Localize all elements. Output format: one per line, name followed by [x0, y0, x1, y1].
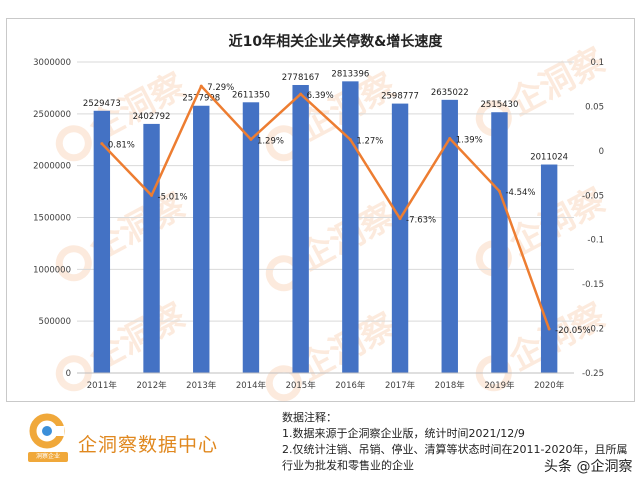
line-value-label: 1.29% [257, 136, 284, 146]
line-value-label: 1.27% [356, 137, 383, 147]
data-notes: 数据注释： 1.数据来源于企洞察企业版，统计时间2021/12/9 2.仅统计注… [282, 410, 627, 474]
y-right-tick-label: 0.05 [585, 102, 604, 112]
line-value-label: -20.05% [555, 326, 590, 336]
line-point [249, 137, 253, 141]
bar [143, 123, 160, 374]
bar [193, 105, 210, 373]
chart-svg: 近10年相关企业关停数&增长速度 0 500000 1000000 1500000 200… [33, 33, 604, 391]
y-left-tick-label: 500000 [39, 317, 71, 327]
bar [491, 112, 508, 373]
x-tick-label: 2015年 [286, 380, 317, 391]
y-right-tick-label: 0 [599, 147, 604, 157]
x-tick-label: 2020年 [534, 380, 565, 391]
bar [93, 110, 111, 374]
footer: 洞察企业 企洞察数据中心 数据注释： 1.数据来源于企洞察企业版，统计时间202… [0, 404, 640, 484]
author-credit: 头条 @企洞察 [544, 459, 633, 475]
bar-value-label: 2611350 [232, 90, 270, 100]
bar [441, 99, 458, 373]
bar-value-label: 2529473 [83, 99, 121, 109]
bar-value-label: 2778167 [282, 73, 320, 83]
y-right-tick-label: 0.1 [590, 58, 604, 68]
line-point [448, 137, 452, 141]
y-right-tick-label: -0.2 [587, 325, 604, 335]
growth-rate-line [100, 84, 551, 330]
bar [242, 102, 260, 374]
y-right-tick-label: -0.25 [582, 369, 604, 379]
y-left-tick-label: 2500000 [33, 110, 71, 120]
bar [342, 81, 359, 374]
bar [391, 103, 409, 374]
line-point [100, 142, 104, 146]
bar-value-label: 2515430 [481, 100, 519, 110]
line-value-label: 0.81% [108, 141, 135, 151]
logo-caption: 洞察企业 [28, 452, 68, 462]
note-line: 2.仅统计注销、吊销、停业、清算等状态时间在2011-2020年，且所属 [282, 443, 628, 456]
bar-value-label: 2577998 [182, 94, 220, 104]
y-left-tick-label: 3000000 [33, 58, 71, 68]
bar-value-label: 2011024 [530, 153, 568, 163]
bar-value-label: 2598777 [381, 92, 419, 102]
bar [292, 84, 309, 373]
line-value-label: 6.39% [307, 91, 334, 101]
x-tick-label: 2016年 [335, 380, 366, 391]
y-right-tick-label: -0.1 [587, 236, 604, 246]
brand-name: 企洞察数据中心 [78, 434, 219, 456]
x-tick-label: 2013年 [186, 380, 217, 391]
note-line: 行业为批发和零售业的企业 [282, 459, 414, 472]
y-left-tick-label: 1000000 [33, 265, 71, 275]
line-point [348, 138, 352, 142]
line-point [299, 92, 303, 96]
x-tick-label: 2014年 [236, 380, 267, 391]
line-value-label: 7.29% [207, 83, 234, 93]
chart-title: 近10年相关企业关停数&增长速度 [229, 33, 444, 50]
company-logo-icon [29, 413, 65, 449]
y-left-tick-label: 0 [66, 369, 71, 379]
line-point [398, 217, 402, 221]
line-value-label: -7.63% [406, 216, 436, 226]
x-tick-label: 2011年 [87, 380, 118, 391]
line-value-label: 1.39% [456, 136, 483, 146]
x-tick-label: 2019年 [484, 380, 515, 391]
bar [540, 164, 558, 373]
line-point [199, 84, 203, 88]
x-tick-label: 2012年 [136, 380, 167, 391]
x-tick-label: 2017年 [385, 380, 416, 391]
bar-value-label: 2813396 [331, 69, 369, 79]
y-left-tick-label: 2000000 [33, 162, 71, 172]
bar-value-label: 2402792 [133, 112, 171, 122]
line-value-label: -4.54% [505, 188, 535, 198]
note-line: 1.数据来源于企洞察企业版，统计时间2021/12/9 [282, 427, 525, 440]
y-left-tick-label: 1500000 [33, 214, 71, 224]
x-tick-label: 2018年 [435, 380, 466, 391]
y-right-tick-label: -0.15 [582, 280, 604, 290]
line-point [497, 189, 501, 193]
bar-value-label: 2635022 [431, 88, 469, 98]
line-value-label: -5.01% [158, 192, 188, 202]
notes-title: 数据注释： [282, 411, 337, 424]
line-point [547, 327, 551, 331]
y-right-tick-label: -0.05 [582, 191, 604, 201]
chart-area: 企洞察 企洞察 企洞察 企洞察 企洞察 企洞察 企洞察 企洞察 企洞察 近10年… [6, 18, 635, 408]
line-point [150, 193, 154, 197]
